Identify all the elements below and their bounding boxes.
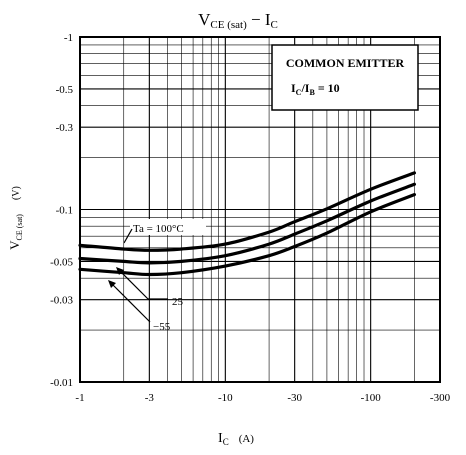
y-tick-label: -0.03 xyxy=(50,295,73,307)
annotations: Ta = 100°C 25 −55 xyxy=(108,219,206,333)
y-tick-label: -0.01 xyxy=(50,377,73,389)
x-tick-label: -300 xyxy=(430,392,451,404)
y-tick-label: -0.05 xyxy=(50,256,73,268)
x-axis-label-main: I xyxy=(218,431,223,446)
leader-25-a xyxy=(117,268,149,300)
leader-25-arrowhead xyxy=(116,267,124,275)
leader-minus55-arrowhead xyxy=(108,280,116,288)
y-tick-label: -0.1 xyxy=(56,205,73,217)
info-box-ic-sub: C xyxy=(296,88,302,97)
annotation-minus55: −55 xyxy=(153,321,171,333)
y-axis-label: VCE (sat) (V) xyxy=(7,186,24,250)
leader-minus55 xyxy=(109,281,151,323)
x-tick-label: -30 xyxy=(287,392,302,404)
x-tick-label: -100 xyxy=(361,392,382,404)
info-box-ratio: = 10 xyxy=(315,81,340,95)
chart-title-sep: − xyxy=(247,10,265,29)
y-tick-label: -0.3 xyxy=(56,122,74,134)
info-box-ib-sub: B xyxy=(309,88,315,97)
x-tick-label: -1 xyxy=(75,392,84,404)
x-axis-label-sub: C xyxy=(223,437,229,447)
annotation-25: 25 xyxy=(172,296,184,308)
x-tick-label: -10 xyxy=(218,392,233,404)
y-axis-label-sub: CE (sat) xyxy=(15,214,24,241)
x-axis-label-unit: (A) xyxy=(239,433,255,445)
series-line-2 xyxy=(78,193,416,277)
y-axis-label-main: V xyxy=(7,240,22,250)
annotation-ta-bg xyxy=(130,219,206,235)
y-tick-label: -1 xyxy=(64,32,73,44)
info-box-ic: I xyxy=(291,81,296,95)
annotation-ta: Ta = 100°C xyxy=(133,223,184,235)
chart-title-var: I xyxy=(265,10,271,29)
chart-title-main: V xyxy=(198,10,211,29)
info-box-frame xyxy=(271,44,419,111)
y-axis-label-unit: (V) xyxy=(11,186,22,200)
info-box: COMMON EMITTER IC/IB = 10 xyxy=(271,44,419,111)
info-box-line1: COMMON EMITTER xyxy=(286,56,405,70)
leader-ta xyxy=(123,228,133,244)
plot-frame xyxy=(79,36,441,383)
chart-title: VCE (sat) − IC xyxy=(198,10,278,31)
tick-labels: -1 -3 -10 -30 -100 -300 -1 -0.5 -0.3 -0.1 -0.05 -0.… xyxy=(50,32,450,404)
chart-title-main-sub: CE (sat) xyxy=(210,19,247,31)
y-tick-label: -0.5 xyxy=(56,84,74,96)
info-box-line2: IC/IB = 10 xyxy=(291,81,340,97)
x-axis-label: IC (A) xyxy=(218,431,254,447)
x-tick-label: -3 xyxy=(145,392,155,404)
series-line-1 xyxy=(78,182,416,265)
series-lines xyxy=(78,171,416,277)
chart-title-var-sub: C xyxy=(271,19,278,31)
series-line-0 xyxy=(78,171,416,252)
info-box-slash: /I xyxy=(300,81,309,95)
